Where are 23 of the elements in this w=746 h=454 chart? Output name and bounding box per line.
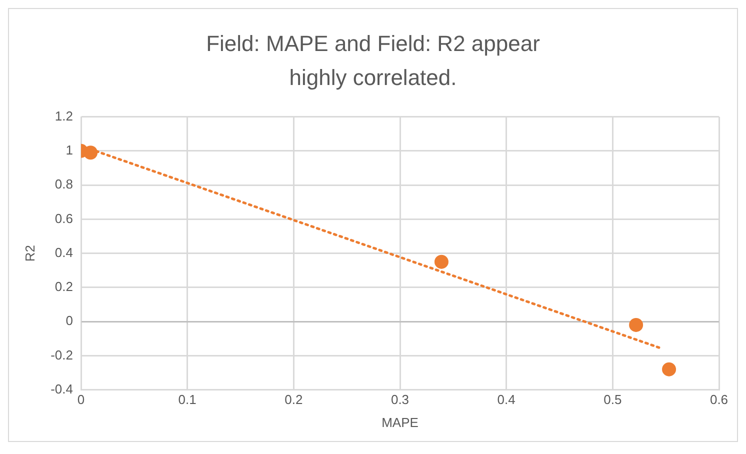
point — [662, 362, 676, 376]
y-tick-label: 0.8 — [54, 176, 73, 192]
y-tick-label: 0.6 — [54, 210, 73, 226]
y-tick-label: -0.4 — [50, 381, 73, 396]
x-tick-label: 0.2 — [284, 392, 303, 408]
x-tick-label: 0.6 — [710, 392, 728, 408]
x-tick-label: 0 — [77, 392, 85, 408]
x-tick-label: 0.4 — [497, 392, 516, 408]
y-tick-label: 0.4 — [54, 244, 73, 260]
chart-title: Field: MAPE and Field: R2 appear highly correlated. — [205, 30, 541, 92]
x-tick-label: 0.1 — [178, 392, 196, 408]
point — [434, 254, 448, 269]
y-tick-label: 0.2 — [54, 279, 73, 294]
y-tick-label: 1 — [66, 142, 73, 158]
point — [629, 318, 644, 332]
point — [84, 146, 98, 160]
y-tick-label: -0.2 — [50, 347, 73, 362]
y-axis-title: R2 — [22, 244, 38, 262]
x-axis-title: MAPE — [382, 414, 419, 430]
y-tick-label: 0 — [66, 313, 73, 328]
y-tick-label: 1.2 — [54, 108, 73, 124]
x-tick-label: 0.3 — [390, 392, 410, 408]
x-tick-label: 0.5 — [604, 392, 622, 408]
